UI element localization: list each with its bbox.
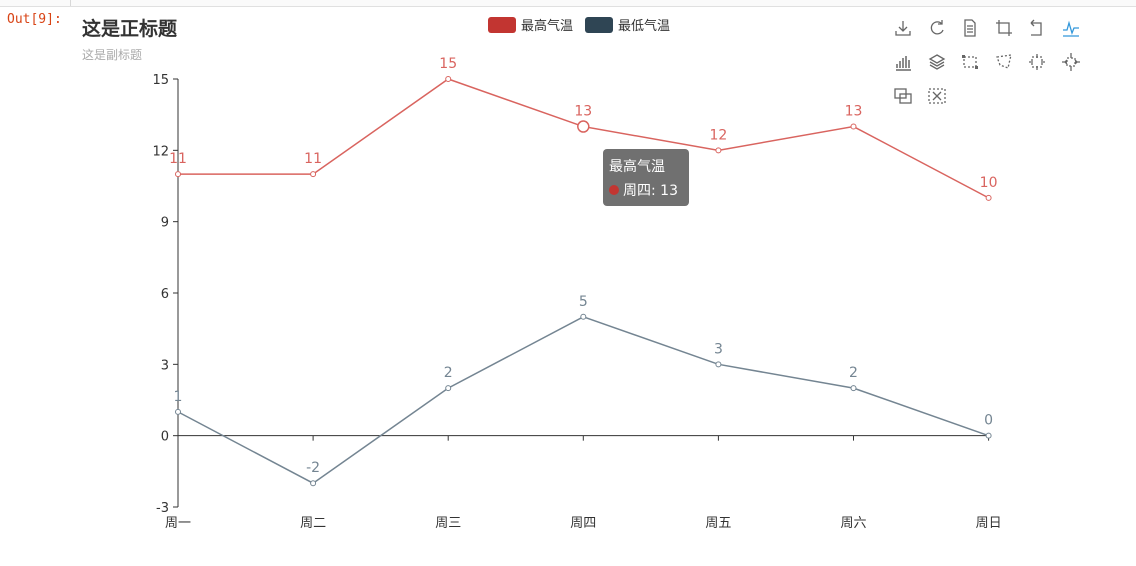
y-tick-label: 9 (161, 216, 169, 231)
legend-label-high: 最高气温 (521, 19, 574, 34)
line-chart-icon[interactable] (1061, 18, 1081, 38)
crop-icon[interactable] (994, 18, 1014, 38)
point-low (715, 361, 722, 368)
tooltip-value: 周四: 13 (623, 183, 678, 199)
series-line-low (177, 315, 989, 485)
y-tick-label: 12 (152, 144, 169, 159)
bar-chart-icon[interactable] (893, 52, 913, 72)
x-tick-label: 周三 (435, 516, 461, 531)
data-label-low: 5 (579, 294, 588, 310)
data-label-low: 1 (174, 389, 183, 405)
point-high (175, 171, 181, 178)
output-prompt: Out[9]: (7, 12, 62, 27)
point-high (985, 194, 992, 201)
undo-icon[interactable] (1027, 18, 1047, 38)
data-label-high: 13 (574, 104, 592, 120)
data-label-low: 3 (714, 341, 723, 357)
y-tick-label: -3 (156, 501, 169, 516)
legend-label-low: 最低气温 (618, 19, 671, 34)
polygon-select-icon[interactable] (994, 52, 1014, 72)
x-tick-label: 周六 (840, 516, 866, 531)
x-tick-label: 周一 (165, 516, 191, 531)
x-tick-label: 周日 (976, 516, 1002, 531)
download-icon[interactable] (893, 18, 913, 38)
point-low (310, 480, 317, 487)
stack-icon[interactable] (927, 52, 947, 72)
series-line-high (178, 78, 989, 199)
refresh-icon[interactable] (927, 18, 947, 38)
point-high (577, 120, 590, 133)
data-label-high: 15 (439, 56, 457, 72)
point-low (985, 432, 992, 439)
data-label-high: 13 (845, 104, 863, 120)
tooltip: 最高气温 周四: 13 (603, 149, 689, 206)
data-label-high: 10 (980, 175, 998, 191)
cell-top-border (0, 0, 1136, 7)
legend-swatch-high (488, 16, 516, 33)
zoom-icon[interactable] (893, 86, 913, 106)
tooltip-dot (609, 185, 619, 195)
chart-title: 这是正标题 (82, 18, 178, 40)
y-tick-label: 3 (161, 358, 169, 373)
tooltip-series: 最高气温 (609, 159, 665, 175)
point-low (850, 385, 857, 392)
x-tick-label: 周四 (570, 516, 596, 531)
legend: 最高气温 最低气温 (488, 15, 670, 34)
data-label-high: 12 (709, 127, 727, 143)
data-label-high: 11 (304, 151, 322, 167)
chart-subtitle: 这是副标题 (82, 48, 143, 62)
zoom-reset-icon[interactable] (927, 86, 947, 106)
legend-item-high[interactable]: 最高气温 (488, 15, 573, 34)
keep-select-icon[interactable] (1027, 52, 1047, 72)
point-low (175, 408, 181, 415)
data-view-icon[interactable] (960, 18, 980, 38)
data-label-low: 2 (444, 365, 453, 381)
data-label-low: 2 (849, 365, 858, 381)
y-tick-label: 15 (152, 73, 169, 88)
x-tick-label: 周二 (300, 516, 326, 531)
y-tick-label: 0 (161, 430, 169, 445)
point-high (310, 171, 317, 178)
data-label-high: 11 (169, 151, 187, 167)
legend-swatch-low (585, 16, 614, 33)
legend-item-low[interactable]: 最低气温 (585, 15, 670, 34)
point-high (850, 123, 857, 130)
clear-select-icon[interactable] (1061, 52, 1081, 72)
data-label-low: 0 (984, 413, 993, 429)
point-high (445, 76, 452, 82)
point-low (445, 385, 452, 392)
point-low (580, 313, 587, 320)
y-tick-label: 6 (161, 287, 169, 302)
point-high (715, 147, 722, 154)
x-tick-label: 周五 (705, 516, 731, 531)
rect-select-icon[interactable] (960, 52, 980, 72)
data-label-low: -2 (306, 460, 320, 476)
